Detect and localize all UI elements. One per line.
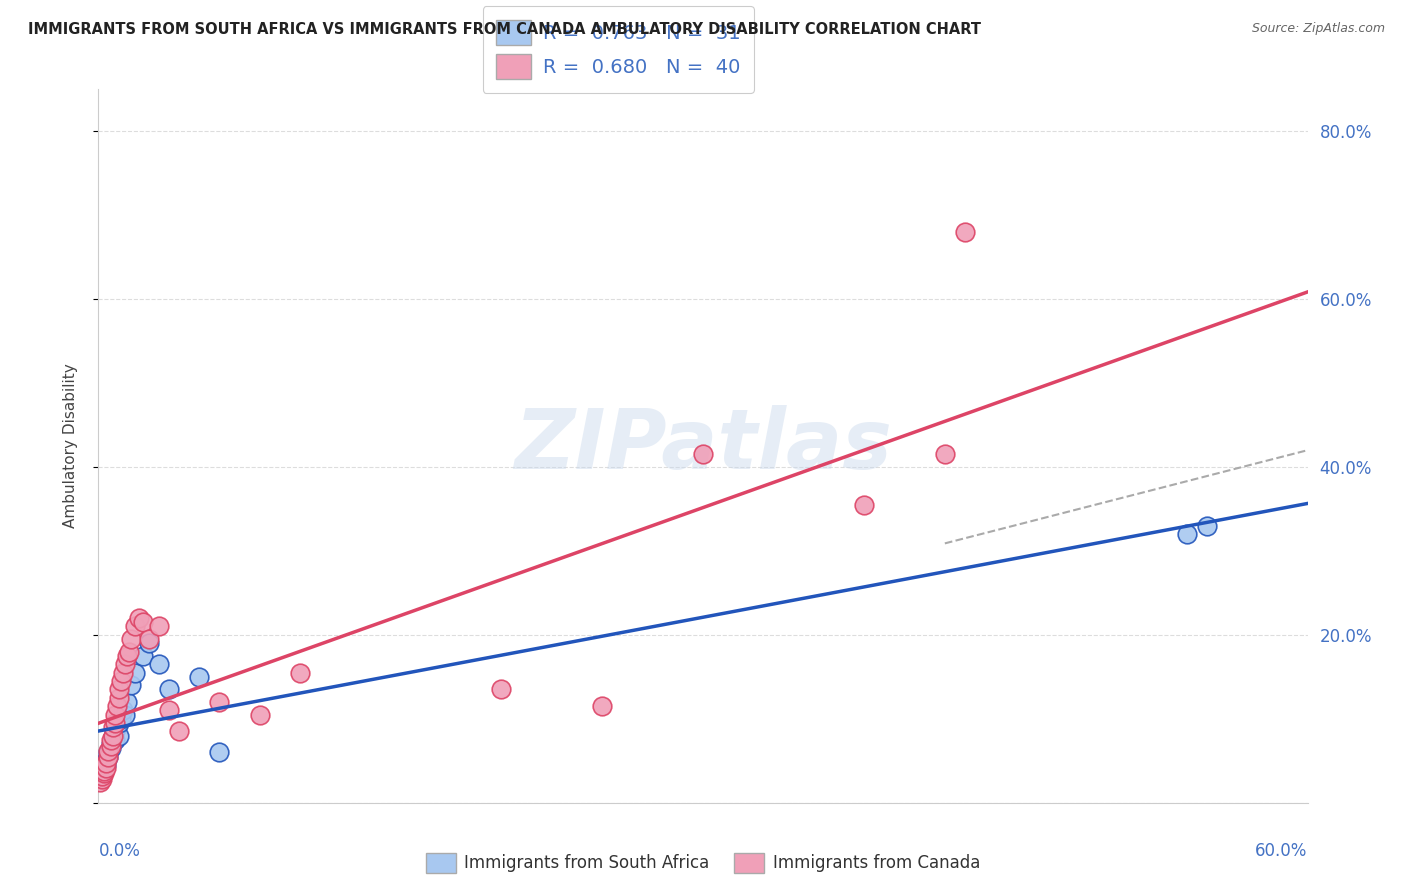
Point	[128, 611, 150, 625]
Point	[103, 716, 125, 731]
Point	[132, 648, 155, 663]
Point	[148, 619, 170, 633]
Point	[157, 703, 180, 717]
Legend: R =  0.763   N =  31, R =  0.680   N =  40: R = 0.763 N = 31, R = 0.680 N = 40	[482, 6, 754, 93]
Point	[110, 674, 132, 689]
Point	[93, 760, 115, 774]
Point	[188, 670, 211, 684]
Point	[96, 760, 118, 774]
Point	[91, 766, 114, 780]
Point	[97, 746, 120, 760]
Y-axis label: Ambulatory Disability: Ambulatory Disability	[63, 364, 77, 528]
Point	[101, 720, 124, 734]
Point	[208, 746, 231, 760]
Point	[288, 665, 311, 680]
Point	[107, 690, 129, 705]
Point	[103, 707, 125, 722]
Point	[115, 648, 138, 663]
Point	[105, 720, 128, 734]
Point	[107, 682, 129, 697]
Point	[89, 771, 111, 785]
Point	[93, 766, 115, 780]
Point	[100, 739, 122, 753]
Point	[138, 636, 160, 650]
Text: ZIPatlas: ZIPatlas	[515, 406, 891, 486]
Point	[124, 619, 146, 633]
Point	[96, 758, 118, 772]
Point	[114, 657, 136, 672]
Point	[101, 729, 124, 743]
Point	[157, 682, 180, 697]
Point	[107, 716, 129, 731]
Point	[138, 632, 160, 646]
Point	[97, 744, 120, 758]
Point	[103, 732, 125, 747]
Text: 60.0%: 60.0%	[1256, 842, 1308, 860]
Point	[100, 737, 122, 751]
Point	[115, 695, 138, 709]
Point	[100, 741, 122, 756]
Point	[105, 699, 128, 714]
Point	[208, 695, 231, 709]
Point	[120, 632, 142, 646]
Point	[93, 764, 115, 778]
Point	[692, 447, 714, 461]
Point	[953, 225, 976, 239]
Point	[89, 774, 111, 789]
Point	[124, 665, 146, 680]
Point	[114, 707, 136, 722]
Text: 0.0%: 0.0%	[98, 842, 141, 860]
Point	[591, 699, 613, 714]
Point	[167, 724, 190, 739]
Point	[934, 447, 956, 461]
Point	[96, 756, 118, 770]
Point	[853, 498, 876, 512]
Legend: Immigrants from South Africa, Immigrants from Canada: Immigrants from South Africa, Immigrants…	[419, 847, 987, 880]
Point	[91, 769, 114, 783]
Point	[491, 682, 513, 697]
Point	[101, 732, 124, 747]
Point	[100, 732, 122, 747]
Point	[93, 764, 115, 778]
Point	[148, 657, 170, 672]
Point	[107, 729, 129, 743]
Point	[111, 703, 134, 717]
Point	[120, 678, 142, 692]
Point	[97, 749, 120, 764]
Text: Source: ZipAtlas.com: Source: ZipAtlas.com	[1251, 22, 1385, 36]
Point	[103, 724, 125, 739]
Point	[249, 707, 271, 722]
Point	[110, 712, 132, 726]
Point	[96, 754, 118, 768]
Point	[118, 645, 141, 659]
Point	[1175, 527, 1198, 541]
Text: IMMIGRANTS FROM SOUTH AFRICA VS IMMIGRANTS FROM CANADA AMBULATORY DISABILITY COR: IMMIGRANTS FROM SOUTH AFRICA VS IMMIGRAN…	[28, 22, 981, 37]
Point	[101, 729, 124, 743]
Point	[1195, 518, 1218, 533]
Point	[111, 665, 134, 680]
Point	[97, 749, 120, 764]
Point	[91, 772, 114, 787]
Point	[132, 615, 155, 630]
